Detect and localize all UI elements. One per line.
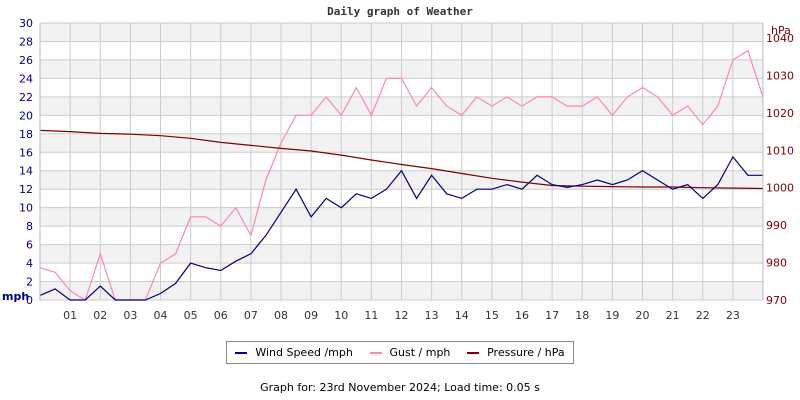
y2-tick-label: 970 <box>766 294 787 307</box>
x-tick-label: 23 <box>726 309 740 322</box>
legend-swatch-wind-speed <box>235 351 248 354</box>
series-line-pressure-hpa <box>39 129 764 190</box>
chart-legend: Wind Speed /mph Gust / mph Pressure / hP… <box>226 341 574 364</box>
y2-tick-label: 1000 <box>766 182 794 195</box>
y2-tick-label: 1010 <box>766 144 794 157</box>
x-tick-label: 10 <box>334 309 348 322</box>
y2-tick-label: 980 <box>766 257 787 270</box>
y-tick-label: 28 <box>19 35 33 48</box>
y-tick-label: 12 <box>19 183 33 196</box>
x-tick-label: 20 <box>636 309 650 322</box>
y-tick-label: 2 <box>26 276 33 289</box>
y-tick-label: 18 <box>19 128 33 141</box>
y-tick-label: 16 <box>19 146 33 159</box>
x-tick-label: 16 <box>515 309 529 322</box>
legend-item-gust: Gust / mph <box>369 346 451 359</box>
y-tick-label: 20 <box>19 109 33 122</box>
x-tick-label: 02 <box>93 309 107 322</box>
x-tick-label: 12 <box>395 309 409 322</box>
y-tick-label: 0 <box>26 294 33 307</box>
x-tick-label: 03 <box>123 309 137 322</box>
x-tick-label: 08 <box>274 309 288 322</box>
y-tick-label: 22 <box>19 91 33 104</box>
x-tick-label: 01 <box>63 309 77 322</box>
x-tick-label: 17 <box>545 309 559 322</box>
y-tick-label: 6 <box>26 239 33 252</box>
y-tick-label: 26 <box>19 54 33 67</box>
x-tick-label: 18 <box>575 309 589 322</box>
legend-label-pressure: Pressure / hPa <box>487 346 565 359</box>
y-axis-right-labels: 970 980 990 1000 1010 1020 1030 1040 <box>766 32 794 307</box>
y-axis-label: mph <box>2 290 29 303</box>
legend-swatch-gust <box>369 351 382 354</box>
y-tick-label: 8 <box>26 220 33 233</box>
y-tick-label: 30 <box>19 17 33 30</box>
legend-swatch-pressure <box>467 351 480 354</box>
x-tick-label: 19 <box>605 309 619 322</box>
x-tick-label: 09 <box>304 309 318 322</box>
y-tick-label: 24 <box>19 72 33 85</box>
y2-axis-label: hPa <box>771 24 791 37</box>
x-tick-label: 13 <box>425 309 439 322</box>
legend-item-pressure: Pressure / hPa <box>467 346 565 359</box>
y2-tick-label: 990 <box>766 219 787 232</box>
data-series <box>39 49 764 301</box>
x-tick-label: 04 <box>154 309 168 322</box>
y2-tick-label: 1020 <box>766 107 794 120</box>
y2-tick-label: 1040 <box>766 32 794 45</box>
x-tick-label: 11 <box>364 309 378 322</box>
x-tick-label: 06 <box>214 309 228 322</box>
x-tick-label: 07 <box>244 309 258 322</box>
y-tick-label: 4 <box>26 257 33 270</box>
y-tick-label: 10 <box>19 202 33 215</box>
x-tick-label: 21 <box>666 309 680 322</box>
y-tick-label: 14 <box>19 165 33 178</box>
series-line-wind-speed-mph <box>39 155 763 301</box>
graph-footer: Graph for: 23rd November 2024; Load time… <box>260 381 540 394</box>
x-axis-labels: 01 02 03 04 05 06 07 08 09 10 11 12 13 14 15 16 17 18 19 20… <box>63 309 740 322</box>
series-line-gust-mph <box>39 49 764 301</box>
legend-label-wind-speed: Wind Speed /mph <box>255 346 353 359</box>
legend-label-gust: Gust / mph <box>389 346 451 359</box>
y2-tick-label: 1030 <box>766 69 794 82</box>
x-tick-label: 05 <box>184 309 198 322</box>
x-tick-label: 15 <box>485 309 499 322</box>
legend-item-wind-speed: Wind Speed /mph <box>235 346 353 359</box>
x-tick-label: 22 <box>696 309 710 322</box>
x-tick-label: 14 <box>455 309 469 322</box>
chart-title: Daily graph of Weather <box>327 5 473 18</box>
axes <box>39 23 764 300</box>
